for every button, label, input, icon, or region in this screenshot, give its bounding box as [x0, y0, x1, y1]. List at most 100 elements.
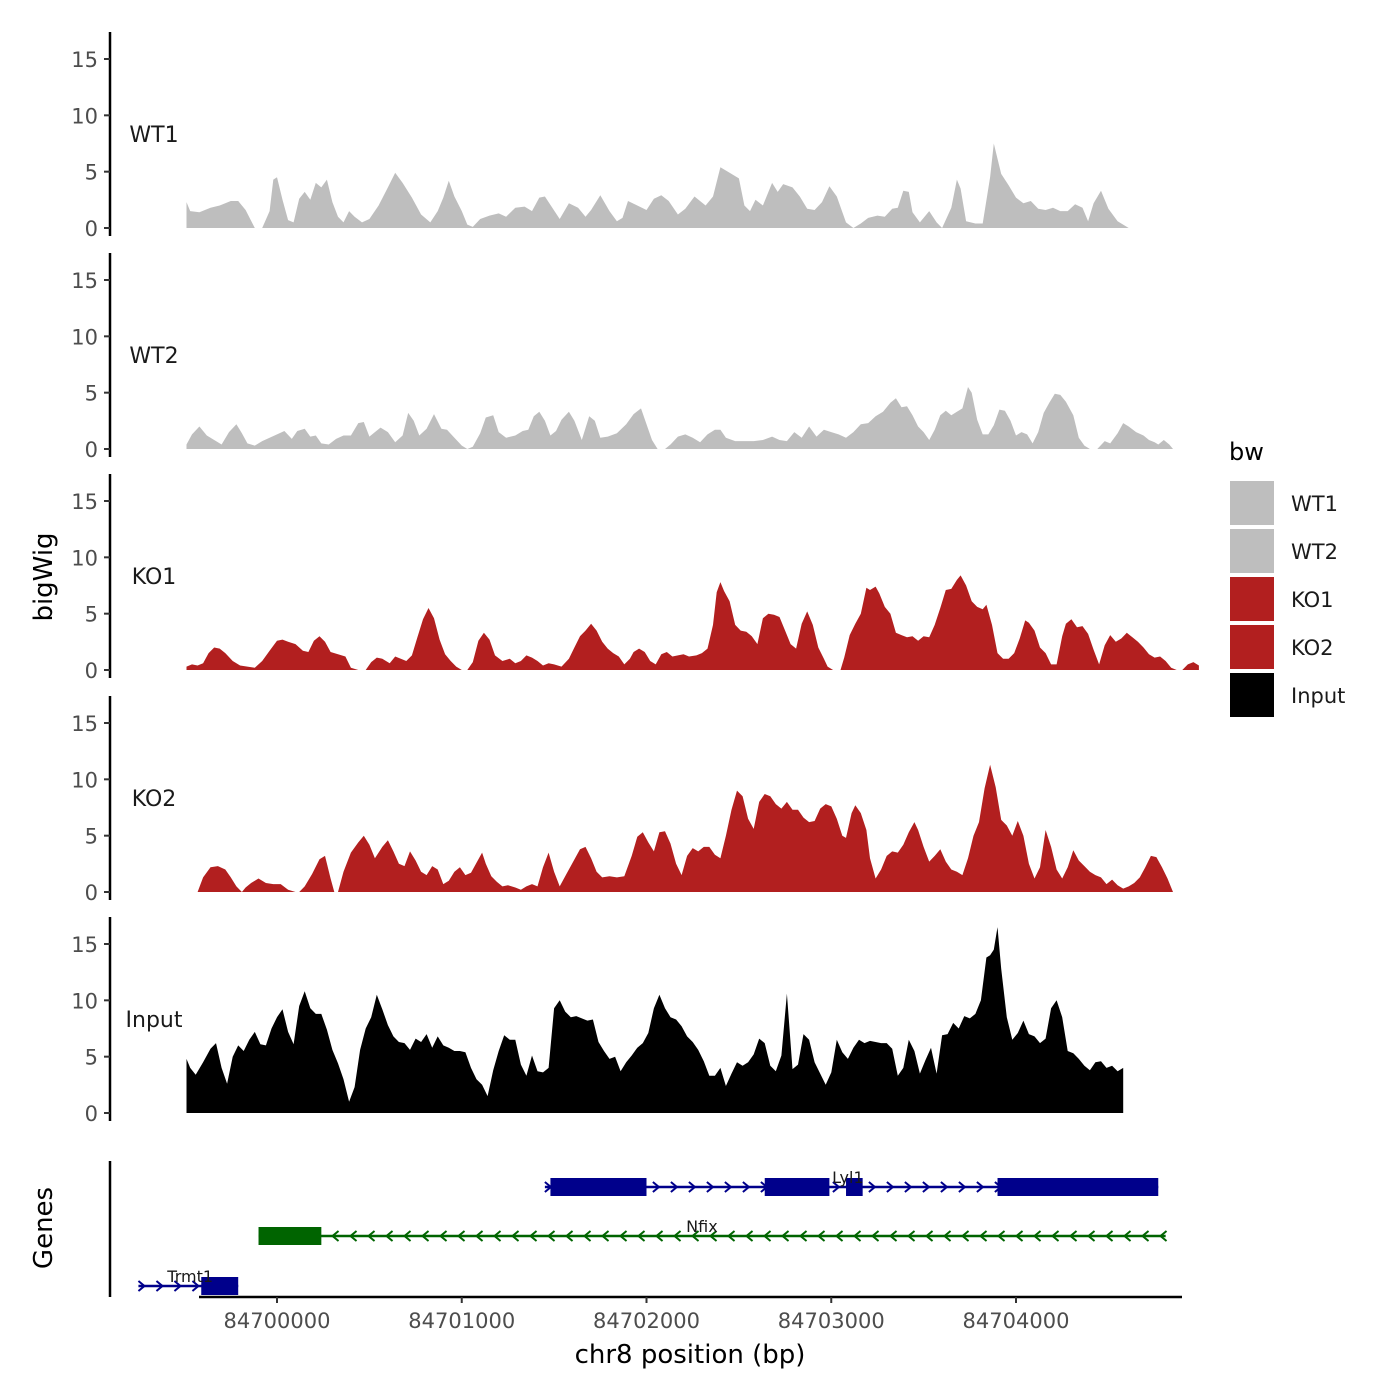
legend-entry-input: Input — [1230, 673, 1345, 717]
legend-label: WT1 — [1291, 492, 1338, 516]
strand-arrow — [1122, 1230, 1132, 1242]
track-ko2: 0 5 10 15 KO2 — [71, 696, 1174, 905]
genes-layer: Lyl1 Nfix Trmt1 — [108, 1161, 1168, 1297]
strand-arrow — [330, 1230, 340, 1242]
track-label: KO2 — [132, 787, 177, 812]
exon — [764, 1178, 830, 1196]
y-tick-label: 5 — [85, 603, 98, 627]
y-tick-label: 0 — [85, 438, 98, 462]
strand-arrow — [958, 1181, 967, 1193]
area-input — [186, 927, 1124, 1113]
strand-arrow — [688, 1181, 697, 1193]
strand-arrow — [906, 1230, 916, 1242]
strand-arrow — [636, 1230, 646, 1242]
y-tick-label: 15 — [71, 933, 98, 957]
strand-arrow — [1104, 1230, 1114, 1242]
strand-arrow — [618, 1230, 628, 1242]
legend-label: KO2 — [1291, 636, 1334, 660]
gene-trmt1: Trmt1 — [137, 1267, 239, 1295]
strand-arrow — [1050, 1230, 1060, 1242]
legend-entry-wt2: WT2 — [1230, 529, 1338, 573]
gene-lyl1: Lyl1 — [544, 1168, 1159, 1196]
strand-arrow — [137, 1280, 146, 1292]
y-tick-label: 0 — [85, 881, 98, 905]
x-axis: 84700000 84701000 84702000 84703000 84704000 — [199, 1295, 1182, 1333]
strand-arrow — [904, 1181, 913, 1193]
strand-arrow — [1068, 1230, 1078, 1242]
track-label: WT2 — [129, 344, 178, 369]
strand-arrow — [708, 1230, 718, 1242]
strand-arrow — [173, 1280, 182, 1292]
strand-arrow — [924, 1230, 934, 1242]
strand-arrow — [922, 1181, 931, 1193]
tracks-layer: 0 5 10 15 WT1 0 5 10 15 WT2 0 5 10 15 KO1 0 5 10 15 KO2 0 5 10… — [71, 32, 1199, 1126]
strand-arrow — [886, 1181, 895, 1193]
x-tick-label: 84702000 — [593, 1309, 700, 1333]
strand-arrow — [582, 1230, 592, 1242]
strand-arrow — [652, 1181, 661, 1193]
legend-swatch — [1230, 673, 1274, 717]
legend-swatch — [1230, 625, 1274, 669]
strand-arrow — [155, 1280, 164, 1292]
track-wt2: 0 5 10 15 WT2 — [71, 253, 1173, 462]
strand-arrow — [438, 1230, 448, 1242]
strand-arrow — [672, 1230, 682, 1242]
legend-swatch — [1230, 529, 1274, 573]
strand-arrow — [420, 1230, 430, 1242]
strand-arrow — [780, 1230, 790, 1242]
strand-arrow — [852, 1230, 862, 1242]
strand-arrow — [960, 1230, 970, 1242]
x-tick-label: 84704000 — [963, 1309, 1070, 1333]
x-axis-label: chr8 position (bp) — [575, 1340, 806, 1370]
track-label: Input — [126, 1008, 183, 1033]
strand-arrow — [546, 1230, 556, 1242]
strand-arrow — [510, 1230, 520, 1242]
legend-title: bw — [1229, 438, 1264, 466]
y-tick-label: 15 — [71, 48, 98, 72]
area-wt1 — [186, 143, 1129, 228]
strand-arrow — [816, 1230, 826, 1242]
legend-entry-ko1: KO1 — [1230, 577, 1334, 621]
gene-label: Nfix — [686, 1217, 718, 1236]
strand-arrow — [706, 1181, 715, 1193]
strand-arrow — [798, 1230, 808, 1242]
track-label: WT1 — [129, 123, 178, 148]
strand-arrow — [600, 1230, 610, 1242]
strand-arrow — [654, 1230, 664, 1242]
legend-entry-ko2: KO2 — [1230, 625, 1334, 669]
strand-arrow — [384, 1230, 394, 1242]
y-tick-label: 5 — [85, 1046, 98, 1070]
genes-axis-label: Genes — [29, 1187, 59, 1269]
exon — [846, 1178, 863, 1196]
strand-arrow — [474, 1230, 484, 1242]
strand-arrow — [976, 1181, 985, 1193]
legend-swatch — [1230, 577, 1274, 621]
y-tick-label: 15 — [71, 712, 98, 736]
y-tick-label: 5 — [85, 161, 98, 185]
strand-arrow — [888, 1230, 898, 1242]
y-tick-label: 10 — [71, 325, 98, 349]
y-tick-label: 5 — [85, 825, 98, 849]
gene-label: Lyl1 — [832, 1168, 864, 1187]
legend-swatch — [1230, 481, 1274, 525]
exon — [258, 1227, 322, 1245]
strand-arrow — [1086, 1230, 1096, 1242]
y-tick-label: 10 — [71, 768, 98, 792]
strand-arrow — [492, 1230, 502, 1242]
track-input: 0 5 10 15 Input — [71, 917, 1124, 1126]
strand-arrow — [191, 1280, 200, 1292]
strand-arrow — [832, 1181, 841, 1193]
legend: bw WT1 WT2 KO1 KO2 Input — [1229, 438, 1345, 717]
strand-arrow — [528, 1230, 538, 1242]
y-tick-label: 0 — [85, 659, 98, 683]
strand-arrow — [1140, 1230, 1150, 1242]
exon — [550, 1178, 647, 1196]
track-label: KO1 — [132, 565, 177, 590]
strand-arrow — [742, 1181, 751, 1193]
area-ko2 — [197, 764, 1174, 892]
strand-arrow — [1014, 1230, 1024, 1242]
strand-arrow — [942, 1230, 952, 1242]
x-tick-label: 84701000 — [408, 1309, 515, 1333]
strand-arrow — [762, 1230, 772, 1242]
